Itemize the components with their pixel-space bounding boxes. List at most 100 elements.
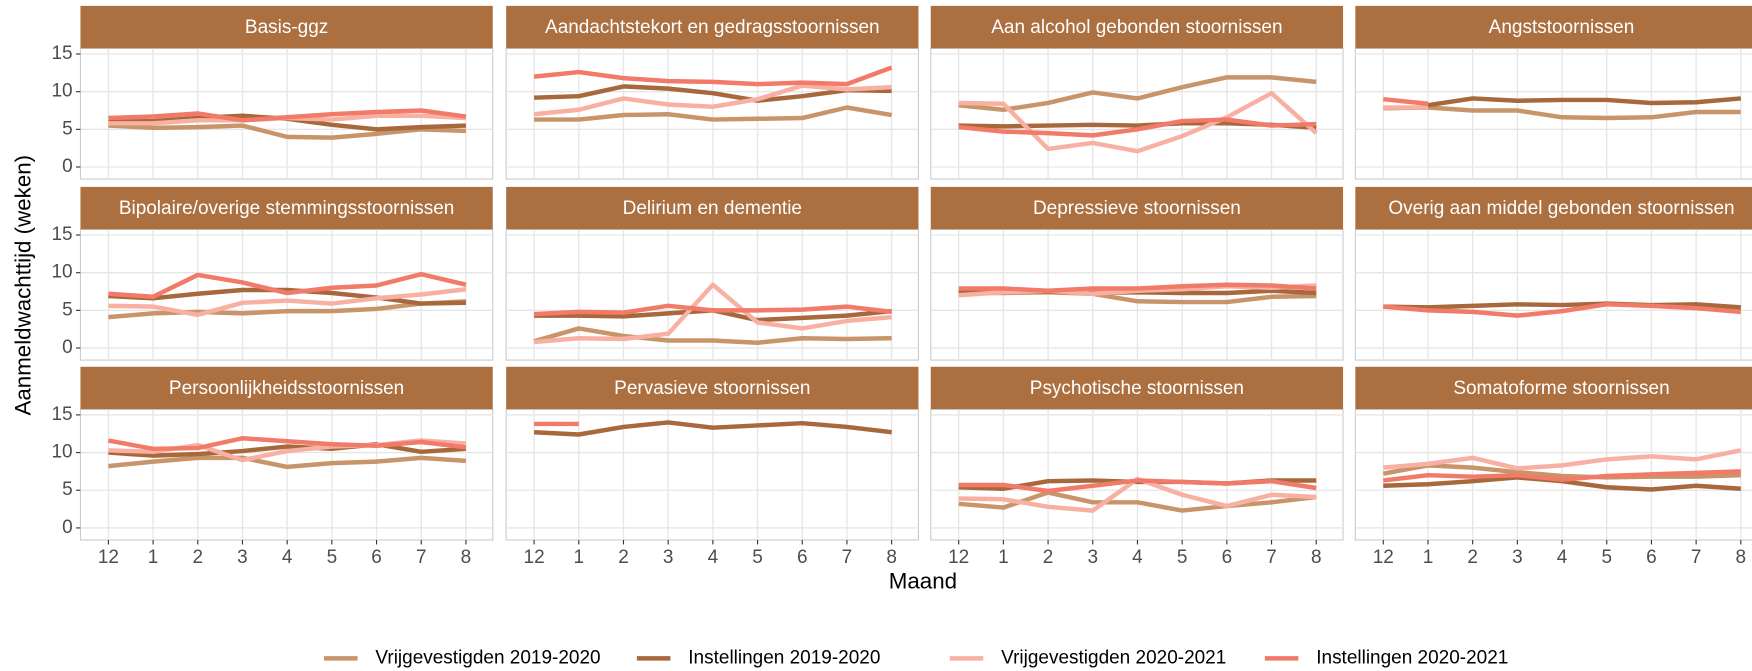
y-tick-label: 0 [62,156,73,177]
strip [930,5,1344,49]
panel: Aandachtstekort en gedragsstoornissen [505,5,920,180]
series-line [108,287,467,318]
series-line [1383,105,1741,121]
strip [506,186,919,230]
x-tick-label: 1 [1423,547,1434,568]
y-tick-label: 10 [52,262,73,283]
panel-title: Angststoornissen [1489,17,1635,38]
series-line [533,303,892,317]
series-line [1383,96,1429,106]
series-line [108,455,467,470]
series-line [107,436,467,452]
panel-background [1354,228,1752,361]
x-tick-label: 7 [1691,547,1702,568]
x-tick-label: 1 [574,547,585,568]
series-line [958,117,1317,138]
panel-title: Bipolaire/overige stemmingsstoornissen [119,198,455,219]
panel-title: Psychotische stoornissen [1030,378,1244,399]
y-tick-label: 5 [62,299,73,320]
y-tick-label: 5 [62,118,73,139]
y-tick-label: 15 [52,404,73,425]
legend-label: Vrijgevestigden 2020-2021 [1001,647,1226,668]
series-line [958,282,1317,293]
y-tick-label: 5 [62,479,73,500]
series-line [1382,463,1741,480]
strip [80,366,493,410]
series-line [533,420,892,437]
legend-label: Vrijgevestigden 2019-2020 [375,647,600,668]
series-line [1383,469,1741,483]
y-tick-label: 15 [52,224,73,245]
x-tick-label: 12 [98,547,119,568]
x-tick-label: 6 [1222,547,1233,568]
panel-title: Overig aan middel gebonden stoornissen [1388,198,1734,219]
panel-title: Somatoforme stoornissen [1453,378,1669,399]
x-tick-label: 4 [282,547,293,568]
series-line [534,105,893,122]
y-tick-label: 0 [62,517,73,538]
series-line [1383,448,1742,471]
series-line [1427,96,1742,108]
series-line [958,75,1317,112]
y-tick-label: 0 [62,337,73,358]
x-tick-label: 2 [1467,547,1478,568]
x-tick-label: 5 [1601,547,1612,568]
x-tick-label: 12 [948,547,969,568]
series-line [533,65,893,87]
x-tick-label: 6 [371,547,382,568]
panel-title: Depressieve stoornissen [1033,198,1241,219]
panel: Delirium en dementie [505,186,920,361]
legend-label: Instellingen 2019-2020 [688,647,880,668]
series-line [108,287,466,306]
x-tick-label: 3 [1512,547,1523,568]
x-tick-label: 6 [797,547,808,568]
x-tick-label: 3 [1087,547,1098,568]
x-tick-label: 7 [1266,547,1277,568]
series-line [1383,301,1741,310]
x-tick-label: 4 [1557,547,1568,568]
panel-title: Delirium en dementie [623,198,802,219]
x-tick-label: 8 [1311,547,1322,568]
x-tick-label: 1 [148,547,159,568]
series-line [533,282,892,345]
series-line [958,90,1318,154]
panel: Overig aan middel gebonden stoornissen [1354,186,1752,361]
series-line [533,326,892,345]
x-tick-label: 3 [237,547,248,568]
series-line [108,108,467,123]
series-line [1383,302,1742,318]
strip [1355,186,1752,230]
x-tick-label: 8 [886,547,897,568]
panel-title: Aan alcohol gebonden stoornissen [991,17,1282,38]
x-tick-label: 6 [1646,547,1657,568]
y-axis-title: Aanmeldwachttijd (weken) [10,155,35,416]
x-tick-label: 2 [1043,547,1054,568]
y-tick-label: 10 [52,442,73,463]
strip [80,5,493,49]
strip [930,366,1344,410]
x-tick-label: 5 [1177,547,1188,568]
strip [930,186,1344,230]
x-tick-label: 8 [461,547,472,568]
series-line [108,442,467,458]
strip [1355,5,1752,49]
strip [1355,366,1752,410]
x-tick-label: 7 [416,547,427,568]
series-line [958,478,1317,494]
series-line [108,123,467,140]
x-tick-label: 1 [998,547,1009,568]
strip [506,5,919,49]
panel: 0 5 10 15 Bipolaire/overige stemmingsstoorni… [52,186,494,361]
y-tick-label: 15 [52,43,73,64]
panel-title: Aandachtstekort en gedragsstoornissen [545,17,880,38]
panel: Aan alcohol gebonden stoornissen [930,5,1344,180]
x-tick-label: 12 [1373,547,1394,568]
series-line [108,271,467,300]
x-tick-label: 5 [752,547,763,568]
